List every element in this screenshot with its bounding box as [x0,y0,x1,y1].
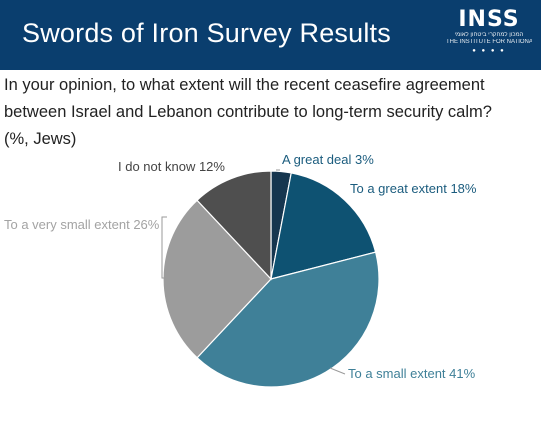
pie-labels: A great deal 3% To a great extent 18% To a… [4,152,477,381]
question-line-2: between Israel and Lebanon contribute to… [4,103,492,121]
pie-slices [162,170,380,388]
survey-question: In your opinion, to what extent will the… [4,72,539,153]
pie-leader-lines [161,169,346,375]
logo-social-icons: ● ● ● ● [472,48,506,54]
pie-slice-label: To a very small extent 26% [4,217,160,232]
pie-slice [196,251,380,388]
leader-very-small-extent [161,216,167,279]
pie-slice-label: I do not know 12% [118,159,225,174]
logo-subtitle-english: THE INSTITUTE FOR NATIONAL SECURITY STUD… [446,39,532,45]
pie-slice-label: To a great extent 18% [350,181,477,196]
inss-logo: INSS המכון למחקרי ביטחון לאומי THE INSTI… [446,8,532,64]
page-title: Swords of Iron Survey Results [22,18,391,48]
leader-small-extent [329,367,346,375]
pie-slice [270,172,377,280]
question-line-1: In your opinion, to what extent will the… [4,76,485,94]
pie-slice-label: A great deal 3% [282,152,374,167]
logo-wordmark: INSS [458,7,520,32]
pie-slice-label: To a small extent 41% [348,366,476,381]
logo-subtitle-hebrew: המכון למחקרי ביטחון לאומי [454,32,524,38]
pie-slice [162,199,272,359]
question-line-3: (%, Jews) [4,130,77,148]
header-banner: Swords of Iron Survey Results INSS המכון… [0,0,541,70]
pie-slice [196,170,272,281]
